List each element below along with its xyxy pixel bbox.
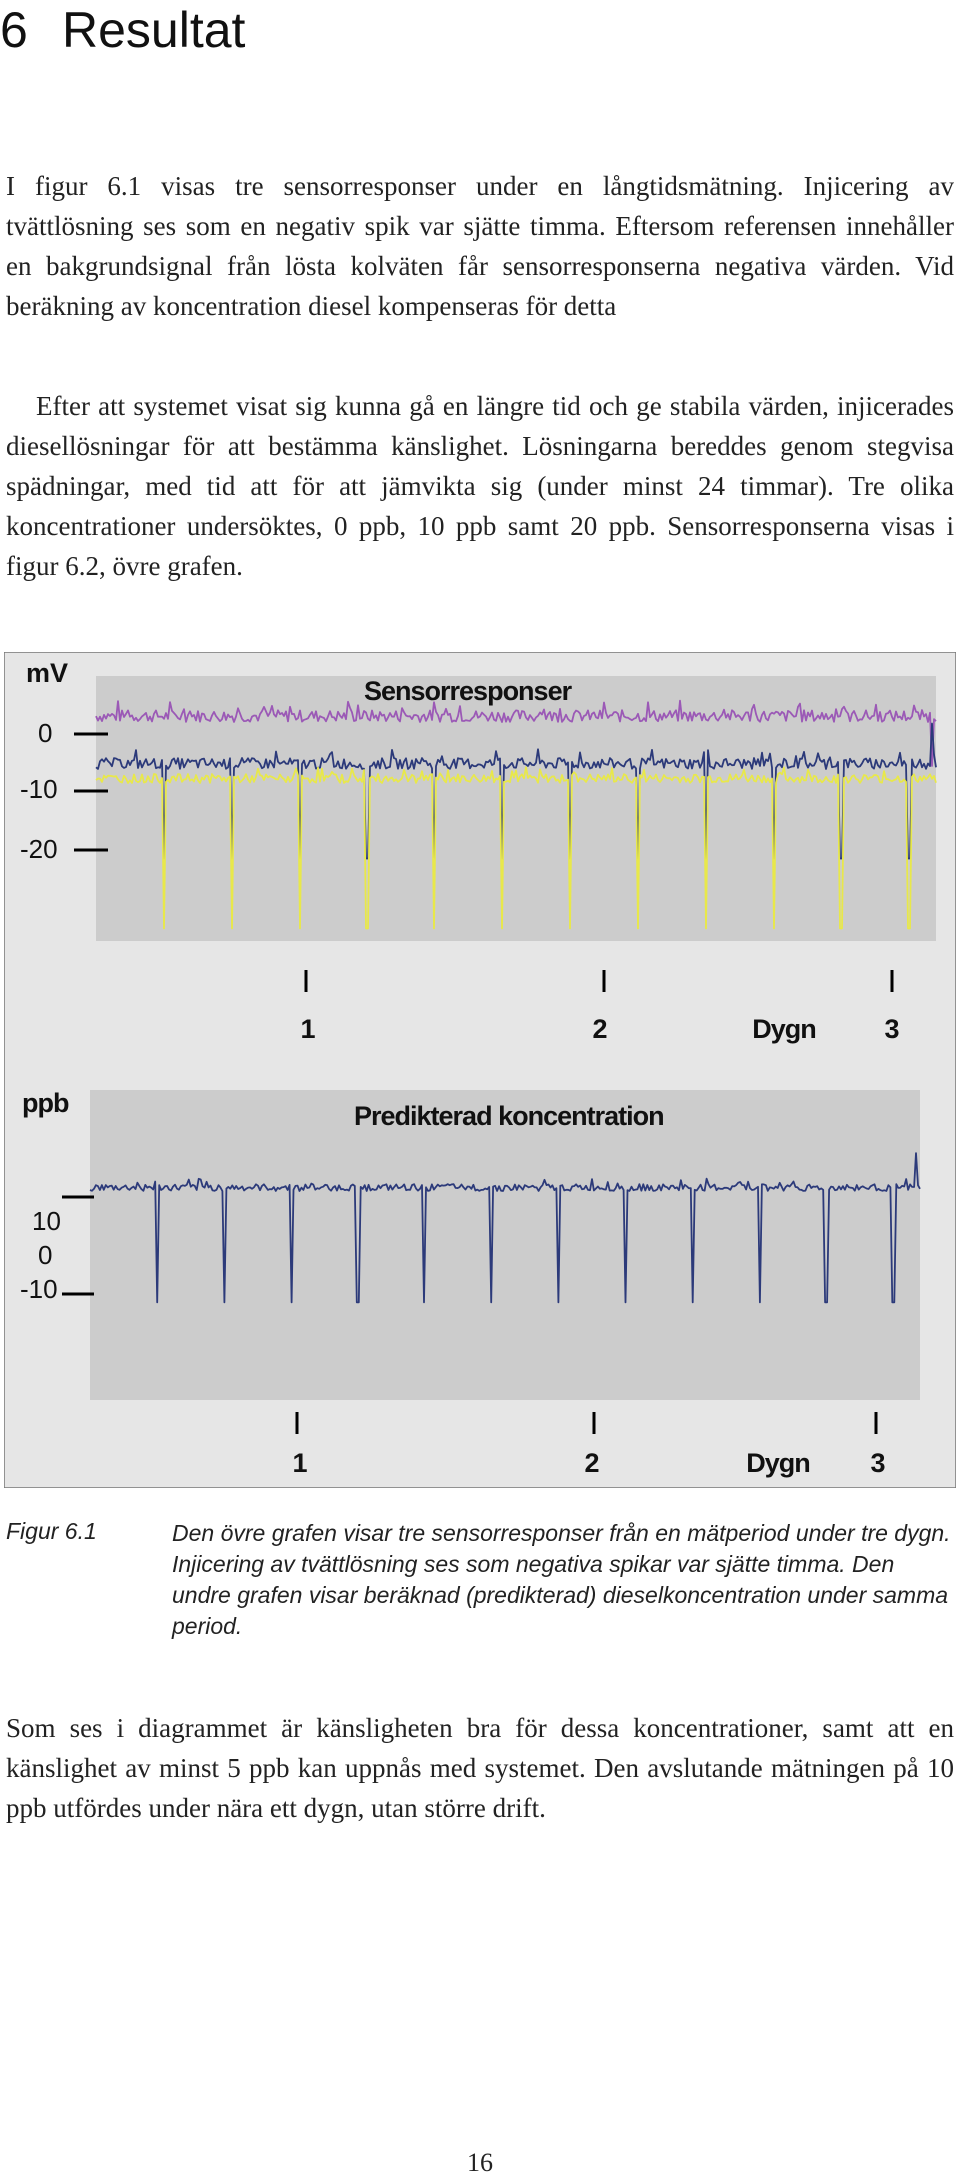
upper-xtick-1: 1 [300, 1014, 315, 1044]
upper-xlabel: Dygn [752, 1014, 816, 1044]
lower-series-line-0 [89, 1152, 921, 1304]
section-title: Resultat [62, 2, 246, 58]
lower-ytick-2: -10 [20, 1274, 58, 1304]
paragraph-1: I figur 6.1 visas tre sensorresponser un… [6, 171, 954, 321]
figure-caption: Den övre grafen visar tre sensorresponse… [172, 1520, 951, 1639]
upper-ytick-1: -10 [20, 774, 58, 804]
lower-xlabel: Dygn [746, 1448, 810, 1478]
paragraph-2: Efter att systemet visat sig kunna gå en… [6, 391, 954, 581]
lower-xtick-1: 1 [292, 1448, 307, 1478]
paragraph-3: Som ses i diagrammet är känsligheten bra… [6, 1713, 954, 1823]
figure-6-1: mV Sensorresponser 0 -10 -20 1 2 Dygn 3 … [4, 652, 956, 1488]
figure-label: Figur 6.1 [6, 1518, 97, 1544]
lower-title: Predikterad koncentration [354, 1101, 664, 1131]
upper-ylabel: mV [26, 658, 68, 688]
upper-series-line-1 [95, 722, 937, 860]
upper-title: Sensorresponser [364, 676, 573, 706]
upper-series-line-2 [95, 766, 937, 930]
lower-plot-area [90, 1090, 920, 1400]
lower-series-group [89, 1152, 921, 1304]
lower-ytick-0: 10 [32, 1206, 61, 1236]
lower-xtick-2: 2 [584, 1448, 599, 1478]
lower-chart: ppb Predikterad koncentration 10 0 -10 1… [20, 1088, 921, 1478]
upper-plot-area [96, 676, 936, 941]
upper-series-line-0 [95, 699, 937, 767]
lower-xtick-3: 3 [870, 1448, 885, 1478]
section-heading: 6 Resultat [0, 0, 245, 60]
upper-xtick-3: 3 [884, 1014, 899, 1044]
page-number: 16 [467, 2148, 493, 2177]
upper-xtick-2: 2 [592, 1014, 607, 1044]
section-number: 6 [0, 2, 28, 58]
upper-ytick-0: 0 [38, 718, 52, 748]
lower-ylabel: ppb [22, 1088, 69, 1118]
upper-series-group [95, 699, 937, 930]
upper-chart: mV Sensorresponser 0 -10 -20 1 2 Dygn 3 [20, 658, 937, 1044]
figure-graphic: mV Sensorresponser 0 -10 -20 1 2 Dygn 3 … [4, 652, 956, 1488]
lower-ytick-1: 0 [38, 1240, 52, 1270]
upper-ytick-2: -20 [20, 834, 58, 864]
